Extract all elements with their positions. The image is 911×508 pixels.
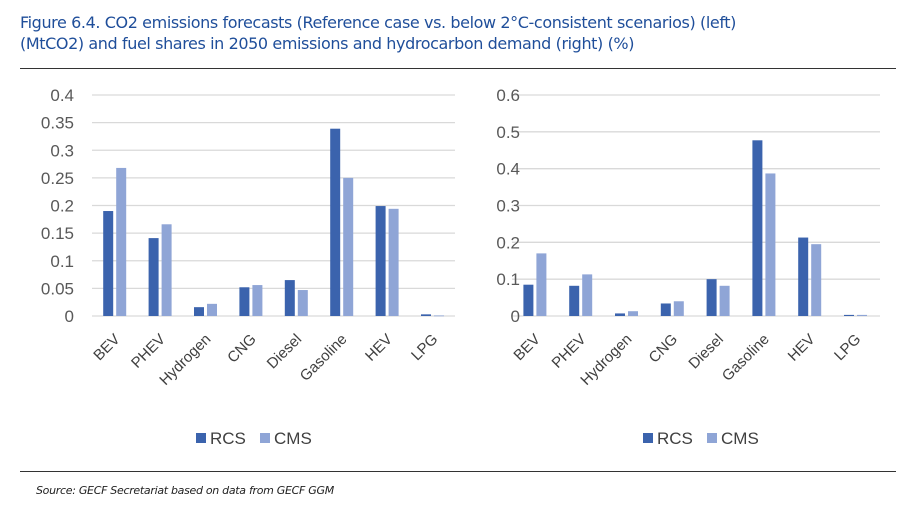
legend-swatch-rcs	[196, 433, 206, 443]
legend-swatch-cms	[260, 433, 270, 443]
source-note: Source: GECF Secretariat based on data f…	[36, 484, 334, 497]
bar-rcs-cng	[239, 287, 250, 316]
y-tick-label: 0.1	[50, 252, 74, 271]
y-tick-label: 0.6	[496, 86, 520, 105]
figure-title-line-1: Figure 6.4. CO2 emissions forecasts (Ref…	[20, 13, 736, 32]
x-tick-label: HEV	[785, 331, 819, 365]
bar-cms-bev	[116, 167, 127, 316]
top-divider	[20, 68, 896, 69]
x-tick-label: Gasoline	[297, 331, 351, 385]
y-tick-label: 0.2	[496, 233, 520, 252]
legend-label-rcs: RCS	[657, 429, 693, 448]
bar-cms-hydrogen	[628, 311, 638, 316]
x-tick-label: CNG	[646, 331, 682, 367]
x-tick-label: LPG	[831, 331, 864, 364]
x-tick-label: PHEV	[549, 331, 590, 372]
bar-rcs-gasoline	[752, 140, 763, 316]
y-tick-label: 0.05	[41, 279, 74, 298]
bar-cms-cng	[673, 301, 684, 316]
x-tick-label: HEV	[362, 331, 396, 365]
bar-rcs-phev	[148, 238, 159, 316]
bar-rcs-diesel	[706, 279, 717, 316]
bar-cms-gasoline	[765, 173, 776, 316]
x-tick-label: BEV	[510, 331, 543, 364]
y-tick-label: 0.4	[496, 160, 520, 179]
y-tick-label: 0.25	[41, 169, 74, 188]
x-tick-label: LPG	[408, 331, 441, 364]
legend-swatch-cms	[707, 433, 717, 443]
bar-cms-hydrogen	[207, 303, 217, 316]
bar-rcs-diesel	[284, 280, 295, 316]
y-tick-label: 0	[511, 307, 520, 326]
y-tick-label: 0.35	[41, 114, 74, 133]
y-tick-label: 0.1	[496, 270, 520, 289]
bar-rcs-hydrogen	[615, 313, 625, 316]
bar-rcs-bev	[523, 284, 534, 316]
figure-title-line-2: (MtCO2) and fuel shares in 2050 emission…	[20, 34, 635, 53]
y-tick-label: 0.2	[50, 197, 74, 216]
legend-swatch-rcs	[643, 433, 653, 443]
bar-rcs-gasoline	[330, 128, 341, 316]
x-tick-label: Gasoline	[719, 331, 773, 385]
bar-cms-phev	[582, 274, 593, 316]
x-tick-label: Diesel	[264, 331, 305, 372]
bar-cms-hev	[388, 208, 399, 316]
x-tick-label: BEV	[90, 331, 123, 364]
bar-cms-diesel	[297, 290, 308, 316]
x-tick-label: Diesel	[685, 331, 726, 372]
bar-rcs-hydrogen	[194, 307, 204, 316]
bar-rcs-lpg	[844, 314, 854, 316]
bar-cms-hev	[811, 244, 822, 316]
legend-label-rcs: RCS	[210, 429, 246, 448]
y-tick-label: 0.3	[50, 141, 74, 160]
bar-rcs-hev	[798, 237, 809, 316]
bar-rcs-hev	[375, 206, 386, 316]
y-tick-label: 0.5	[496, 123, 520, 142]
figure-title: Figure 6.4. CO2 emissions forecasts (Ref…	[20, 12, 890, 54]
legend-label-cms: CMS	[721, 429, 759, 448]
bar-cms-cng	[252, 285, 263, 316]
bar-rcs-bev	[103, 211, 114, 316]
y-tick-label: 0.3	[496, 197, 520, 216]
bar-cms-gasoline	[343, 177, 354, 316]
bar-rcs-cng	[660, 303, 671, 316]
legend-label-cms: CMS	[274, 429, 312, 448]
x-tick-label: CNG	[224, 331, 260, 367]
bar-cms-phev	[161, 224, 172, 316]
bar-rcs-phev	[569, 285, 580, 316]
bar-cms-bev	[536, 253, 547, 316]
y-tick-label: 0.4	[50, 86, 74, 105]
bar-cms-diesel	[719, 285, 730, 316]
bar-cms-lpg	[857, 314, 867, 316]
bottom-divider	[20, 471, 896, 472]
bar-rcs-lpg	[421, 314, 431, 316]
bar-cms-lpg	[434, 315, 444, 317]
y-tick-label: 0	[65, 307, 74, 326]
y-tick-label: 0.15	[41, 224, 74, 243]
x-tick-label: PHEV	[128, 331, 169, 372]
